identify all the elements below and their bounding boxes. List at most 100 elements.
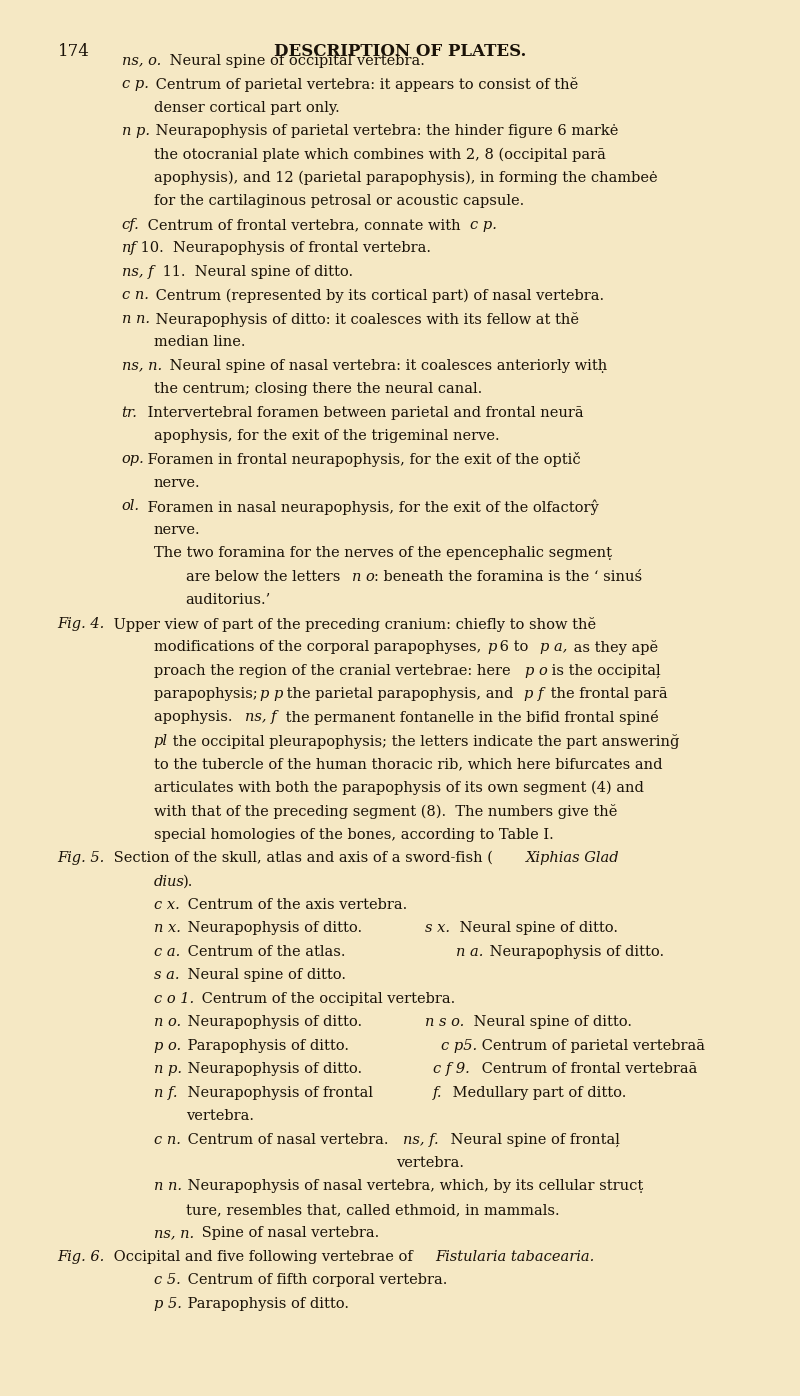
Text: DESCRIPTION OF PLATES.: DESCRIPTION OF PLATES. — [274, 43, 526, 60]
Text: ture, resembles that, called ethmoid, in mammals.: ture, resembles that, called ethmoid, in… — [186, 1203, 559, 1217]
Text: 10.  Neurapophysis of frontal vertebra.: 10. Neurapophysis of frontal vertebra. — [136, 242, 431, 255]
Text: The two foramina for the nerves of the epencephalic segmenṭ: The two foramina for the nerves of the e… — [154, 546, 612, 560]
Text: p 5.: p 5. — [154, 1297, 182, 1311]
Text: Neurapophysis of frontal: Neurapophysis of frontal — [182, 1086, 410, 1100]
Text: cf.: cf. — [122, 218, 139, 232]
Text: apophysis), and 12 (parietal parapophysis), in forming the chambeė: apophysis), and 12 (parietal parapophysi… — [154, 172, 658, 186]
Text: Neurapophysis of ditto.: Neurapophysis of ditto. — [182, 921, 399, 935]
Text: c p5.: c p5. — [441, 1039, 477, 1053]
Text: with that of the preceding segment (8).  The numbers give thĕ: with that of the preceding segment (8). … — [154, 804, 617, 819]
Text: : beneath the foramina is the ‘ sinuś: : beneath the foramina is the ‘ sinuś — [374, 570, 642, 584]
Text: Centrum of parietal vertebra: it appears to consist of thĕ: Centrum of parietal vertebra: it appears… — [150, 77, 578, 92]
Text: ns, n.: ns, n. — [154, 1227, 194, 1241]
Text: to the tubercle of the human thoracic rib, which here bifurcates and: to the tubercle of the human thoracic ri… — [154, 758, 662, 772]
Text: Neural spine of nasal vertebra: it coalesces anteriorly witḥ: Neural spine of nasal vertebra: it coale… — [166, 359, 608, 373]
Text: Centrum of parietal vertebraā: Centrum of parietal vertebraā — [477, 1039, 705, 1053]
Text: c p.: c p. — [122, 77, 149, 91]
Text: Centrum of the axis vertebra.: Centrum of the axis vertebra. — [182, 898, 407, 912]
Text: ns, f.: ns, f. — [402, 1132, 438, 1146]
Text: c f 9.: c f 9. — [433, 1062, 470, 1076]
Text: are below the letters: are below the letters — [186, 570, 345, 584]
Text: p o.: p o. — [154, 1039, 181, 1053]
Text: Upper view of part of the preceding cranium: chiefly to show thĕ: Upper view of part of the preceding cran… — [109, 617, 596, 631]
Text: Occipital and five following vertebrae of: Occipital and five following vertebrae o… — [109, 1249, 417, 1263]
Text: Centrum of the occipital vertebra.: Centrum of the occipital vertebra. — [198, 993, 456, 1007]
Text: c a.: c a. — [154, 945, 180, 959]
Text: articulates with both the parapophysis of its own segment (4) and: articulates with both the parapophysis o… — [154, 780, 643, 796]
Text: nerve.: nerve. — [154, 476, 200, 490]
Text: c n.: c n. — [122, 289, 149, 303]
Text: op.: op. — [122, 452, 144, 466]
Text: the occipital pleurapophysis; the letters indicate the part answerinğ: the occipital pleurapophysis; the letter… — [168, 734, 679, 748]
Text: Neurapophysis of ditto: it coalesces with its fellow at thĕ: Neurapophysis of ditto: it coalesces wit… — [150, 311, 578, 327]
Text: Neural spine of frontaļ: Neural spine of frontaļ — [446, 1132, 620, 1146]
Text: 6 to: 6 to — [494, 641, 533, 655]
Text: Parapophysis of ditto.: Parapophysis of ditto. — [182, 1297, 349, 1311]
Text: modifications of the corporal parapophyses,: modifications of the corporal parapophys… — [154, 641, 486, 655]
Text: ns, o.: ns, o. — [122, 53, 161, 68]
Text: Centrum of frontal vertebra, connate with: Centrum of frontal vertebra, connate wit… — [143, 218, 466, 232]
Text: 174: 174 — [58, 43, 90, 60]
Text: Centrum (represented by its cortical part) of nasal vertebra.: Centrum (represented by its cortical par… — [150, 289, 604, 303]
Text: ol.: ol. — [122, 500, 139, 514]
Text: n f.: n f. — [154, 1086, 177, 1100]
Text: nf: nf — [122, 242, 136, 255]
Text: Neurapophysis of ditto.: Neurapophysis of ditto. — [485, 945, 664, 959]
Text: Neurapophysis of ditto.: Neurapophysis of ditto. — [182, 1015, 399, 1029]
Text: Neural spine of occipital vertebra.: Neural spine of occipital vertebra. — [166, 53, 426, 68]
Text: n p.: n p. — [154, 1062, 182, 1076]
Text: the frontal parā: the frontal parā — [546, 687, 668, 701]
Text: n o.: n o. — [154, 1015, 181, 1029]
Text: n x.: n x. — [154, 921, 181, 935]
Text: Fistularia tabacearia.: Fistularia tabacearia. — [434, 1249, 594, 1263]
Text: s a.: s a. — [154, 969, 179, 983]
Text: n a.: n a. — [456, 945, 483, 959]
Text: Parapophysis of ditto.: Parapophysis of ditto. — [182, 1039, 400, 1053]
Text: f.: f. — [433, 1086, 442, 1100]
Text: Fig. 6.: Fig. 6. — [58, 1249, 105, 1263]
Text: is the occipitaļ: is the occipitaļ — [547, 663, 661, 677]
Text: denser cortical part only.: denser cortical part only. — [154, 101, 339, 114]
Text: n n.: n n. — [154, 1180, 182, 1194]
Text: apophysis, for the exit of the trigeminal nerve.: apophysis, for the exit of the trigemina… — [154, 429, 499, 443]
Text: parapophysis;: parapophysis; — [154, 687, 262, 701]
Text: 11.  Neural spine of ditto.: 11. Neural spine of ditto. — [158, 265, 353, 279]
Text: Neural spine of ditto.: Neural spine of ditto. — [454, 921, 618, 935]
Text: p f: p f — [524, 687, 544, 701]
Text: Neural spine of ditto.: Neural spine of ditto. — [182, 969, 346, 983]
Text: Neural spine of ditto.: Neural spine of ditto. — [469, 1015, 632, 1029]
Text: s x.: s x. — [426, 921, 450, 935]
Text: proach the region of the cranial vertebrae: here: proach the region of the cranial vertebr… — [154, 663, 515, 677]
Text: the centrum; closing there the neural canal.: the centrum; closing there the neural ca… — [154, 383, 482, 396]
Text: n o: n o — [353, 570, 375, 584]
Text: tr.: tr. — [122, 406, 138, 420]
Text: for the cartilaginous petrosal or acoustic capsule.: for the cartilaginous petrosal or acoust… — [154, 194, 524, 208]
Text: Fig. 4.: Fig. 4. — [58, 617, 105, 631]
Text: Centrum of the atlas.: Centrum of the atlas. — [182, 945, 410, 959]
Text: median line.: median line. — [154, 335, 245, 349]
Text: p o: p o — [525, 663, 548, 677]
Text: Neurapophysis of parietal vertebra: the hinder figure 6 markė: Neurapophysis of parietal vertebra: the … — [150, 124, 618, 138]
Text: the otocranial plate which combines with 2, 8 (occipital parā: the otocranial plate which combines with… — [154, 148, 606, 162]
Text: c x.: c x. — [154, 898, 179, 912]
Text: nerve.: nerve. — [154, 524, 200, 537]
Text: Centrum of fifth corporal vertebra.: Centrum of fifth corporal vertebra. — [182, 1273, 447, 1287]
Text: apophysis.: apophysis. — [154, 711, 242, 725]
Text: ns, n.: ns, n. — [122, 359, 162, 373]
Text: p: p — [487, 641, 497, 655]
Text: as they apĕ: as they apĕ — [570, 641, 658, 655]
Text: ns, f: ns, f — [122, 265, 153, 279]
Text: auditorius.’: auditorius.’ — [186, 593, 271, 607]
Text: Fig. 5.: Fig. 5. — [58, 852, 105, 866]
Text: n p.: n p. — [122, 124, 150, 138]
Text: vertebra.: vertebra. — [186, 1110, 254, 1124]
Text: c o 1.: c o 1. — [154, 993, 194, 1007]
Text: Xiphias Glad: Xiphias Glad — [526, 852, 619, 866]
Text: Centrum of frontal vertebraā: Centrum of frontal vertebraā — [477, 1062, 697, 1076]
Text: c n.: c n. — [154, 1132, 181, 1146]
Text: Foramen in nasal neurapophysis, for the exit of the olfactorŷ: Foramen in nasal neurapophysis, for the … — [143, 500, 599, 515]
Text: n s o.: n s o. — [426, 1015, 465, 1029]
Text: p a,: p a, — [540, 641, 567, 655]
Text: Spine of nasal vertebra.: Spine of nasal vertebra. — [198, 1227, 380, 1241]
Text: Section of the skull, atlas and axis of a sword-fish (: Section of the skull, atlas and axis of … — [109, 852, 493, 866]
